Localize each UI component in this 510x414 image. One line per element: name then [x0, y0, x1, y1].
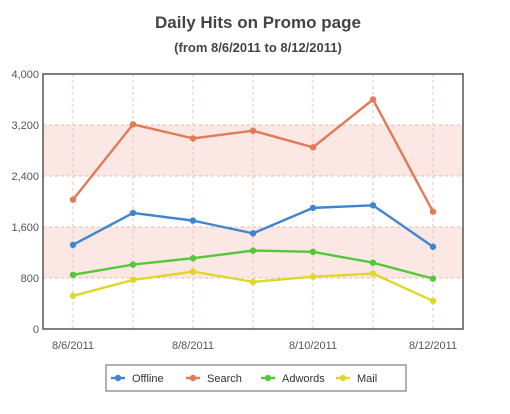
data-point-search: [129, 121, 137, 128]
data-point-mail: [129, 276, 137, 284]
plot-area: 0 800 1,600 2,400 3,200 4,000 8/6/2011 8/8/2011…: [11, 69, 464, 352]
data-point-offline: [429, 243, 437, 250]
legend-swatch-marker: [339, 374, 347, 382]
data-point-search: [189, 135, 197, 142]
data-point-search: [309, 144, 317, 151]
data-point-adwords: [309, 248, 317, 256]
data-point-adwords: [249, 247, 257, 254]
data-point-offline: [129, 209, 137, 217]
data-point-search: [69, 196, 77, 203]
legend-label: Search: [207, 373, 242, 385]
y-tick-label: 800: [21, 273, 39, 285]
x-tick-label: 8/6/2011: [52, 340, 94, 352]
data-point-mail: [69, 292, 77, 300]
x-tick-label: 8/8/2011: [172, 340, 214, 352]
data-point-mail: [429, 297, 437, 305]
legend: Offline Search Adwords Mail: [105, 364, 407, 392]
data-point-search: [369, 96, 377, 103]
legend-box: [105, 364, 407, 392]
legend-swatch-marker: [189, 374, 197, 382]
data-point-offline: [189, 217, 197, 224]
data-point-adwords: [69, 271, 77, 279]
data-point-offline: [309, 204, 317, 212]
legend-label: Adwords: [282, 373, 325, 385]
x-tick-label: 8/10/2011: [289, 340, 337, 352]
data-point-adwords: [129, 261, 137, 268]
data-point-search: [249, 127, 257, 134]
data-point-search: [429, 208, 437, 215]
data-point-offline: [69, 241, 77, 249]
plot-frame: [42, 73, 464, 330]
data-point-mail: [249, 278, 257, 286]
data-point-mail: [369, 270, 377, 277]
data-point-offline: [369, 202, 377, 209]
y-tick-label: 4,000: [11, 69, 39, 81]
legend-label: Mail: [357, 373, 377, 385]
data-point-offline: [249, 230, 257, 237]
legend-swatch-marker: [264, 374, 272, 382]
x-tick-label: 8/12/2011: [409, 340, 457, 352]
legend-swatch-marker: [114, 374, 122, 382]
y-tick-label: 0: [33, 324, 39, 336]
data-point-adwords: [189, 255, 197, 262]
y-tick-label: 3,200: [11, 120, 39, 132]
data-point-adwords: [429, 275, 437, 282]
chart-subtitle: (from 8/6/2011 to 8/12/2011): [174, 40, 342, 55]
data-point-mail: [189, 268, 197, 275]
legend-label: Offline: [132, 373, 164, 385]
data-point-mail: [309, 273, 317, 280]
chart-title: Daily Hits on Promo page: [155, 13, 361, 32]
data-point-adwords: [369, 259, 377, 266]
y-tick-label: 1,600: [11, 222, 39, 234]
y-tick-label: 2,400: [11, 171, 39, 183]
